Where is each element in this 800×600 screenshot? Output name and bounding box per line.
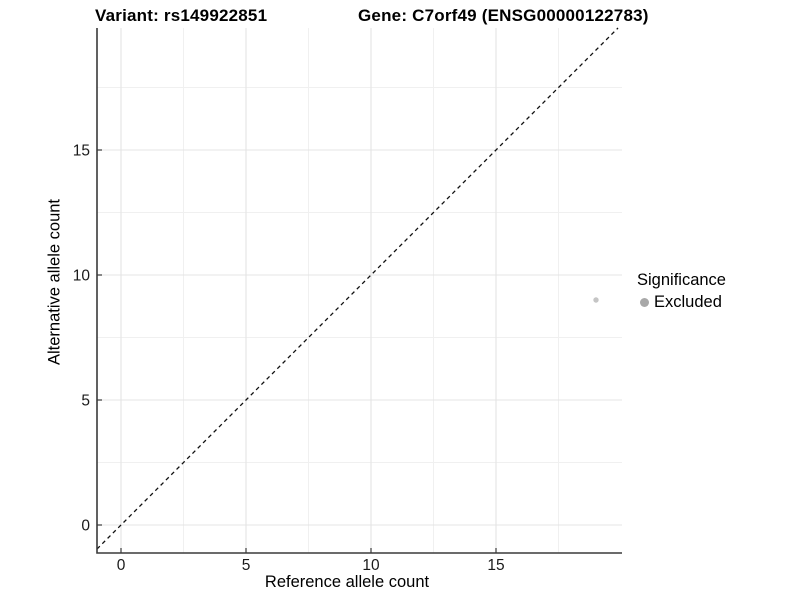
y-tick-label: 10 bbox=[73, 268, 91, 285]
y-tick-label: 5 bbox=[81, 393, 90, 410]
x-tick-label: 0 bbox=[117, 557, 126, 574]
legend-point-icon bbox=[640, 298, 649, 307]
x-tick-label: 15 bbox=[487, 557, 504, 574]
identity-line bbox=[96, 27, 619, 550]
legend-item-excluded: Excluded bbox=[637, 293, 726, 312]
legend-item-label: Excluded bbox=[654, 293, 722, 311]
plot-title-variant: Variant: rs149922851 bbox=[95, 6, 268, 25]
plot-title-gene: Gene: C7orf49 (ENSG00000122783) bbox=[358, 6, 649, 25]
axis-lines bbox=[96, 28, 622, 554]
x-tick-label: 5 bbox=[242, 557, 251, 574]
x-axis-title: Reference allele count bbox=[264, 573, 430, 591]
legend-title: Significance bbox=[637, 271, 726, 289]
x-tick-label: 10 bbox=[362, 557, 380, 574]
y-tick-label: 15 bbox=[73, 143, 90, 160]
y-axis-title: Alternative allele count bbox=[45, 198, 64, 366]
data-point-excluded bbox=[593, 297, 599, 303]
y-tick-label: 0 bbox=[81, 518, 90, 535]
legend: Significance Excluded bbox=[637, 271, 726, 312]
